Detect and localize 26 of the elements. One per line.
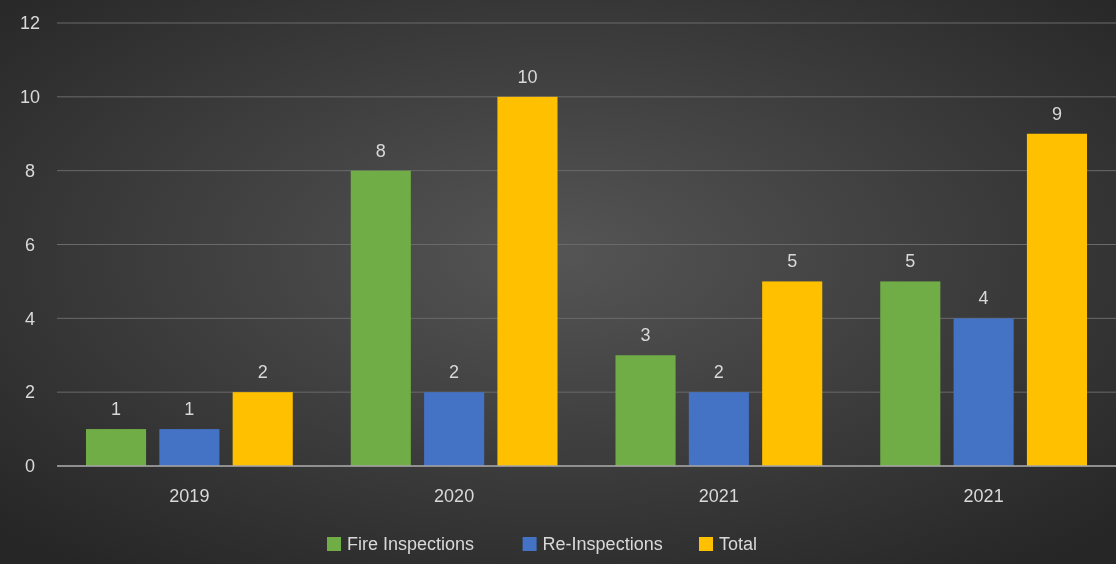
y-tick-label: 8 — [24, 160, 36, 181]
legend-label: Fire Inspections — [347, 534, 475, 554]
y-tick-label: 6 — [24, 234, 36, 255]
legend-label: Re-Inspections — [542, 534, 663, 554]
y-tick-label: 0 — [24, 456, 36, 477]
data-label: 1 — [184, 399, 195, 420]
y-tick-label: 10 — [19, 87, 41, 108]
data-label: 2 — [449, 362, 460, 383]
x-tick-label: 2019 — [169, 486, 210, 506]
data-label: 1 — [111, 399, 122, 420]
y-tick-label: 12 — [19, 13, 41, 34]
data-label: 5 — [787, 251, 798, 272]
x-tick-label: 2021 — [698, 486, 739, 506]
legend-label: Total — [719, 534, 758, 554]
y-tick-label: 2 — [24, 382, 36, 403]
data-label: 2 — [713, 362, 724, 383]
data-label: 4 — [978, 288, 989, 309]
data-label: 8 — [375, 140, 386, 161]
data-label: 10 — [517, 66, 538, 87]
data-label: 2 — [257, 362, 268, 383]
data-label: 5 — [905, 251, 916, 272]
data-label: 9 — [1051, 103, 1062, 124]
y-tick-label: 4 — [24, 308, 36, 329]
x-tick-label: 2020 — [434, 486, 475, 506]
data-label: 3 — [640, 325, 651, 346]
x-tick-label: 2021 — [963, 486, 1004, 506]
